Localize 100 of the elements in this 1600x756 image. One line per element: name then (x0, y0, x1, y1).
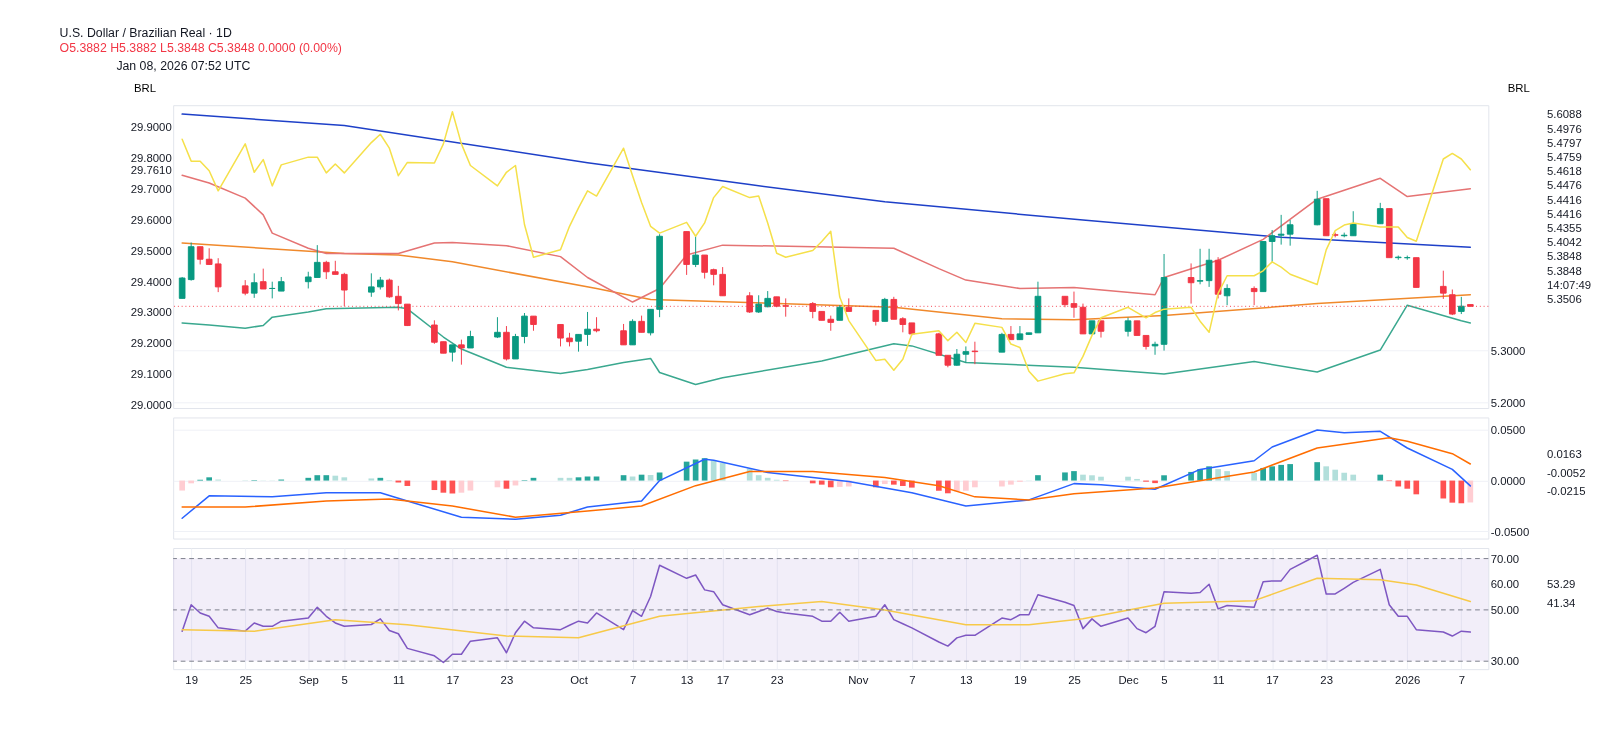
text: 5.3506 (1547, 292, 1582, 305)
candlestick (1286, 219, 1294, 247)
bar (1125, 476, 1131, 481)
x-tick-label: 23 (770, 673, 784, 686)
bar (818, 480, 825, 485)
candlestick (584, 311, 591, 347)
bar (1071, 471, 1077, 481)
x-tick-label: Dec (1118, 673, 1139, 686)
x-tick-label: 11 (392, 673, 405, 686)
y2-tick-label: 29.7610 (130, 164, 172, 177)
bar (377, 477, 384, 481)
y2-tick-label: 29.2000 (130, 337, 172, 350)
x-tick-label: Nov (848, 673, 869, 686)
bar (1413, 480, 1420, 495)
candlestick (962, 345, 970, 364)
text: 5.4797 (1547, 136, 1582, 149)
bar (1161, 475, 1167, 481)
candlestick (1016, 325, 1024, 341)
bar (1008, 480, 1014, 485)
y-tick-label: 60.00 (1490, 578, 1520, 591)
bar (755, 475, 762, 481)
candlestick (1223, 283, 1231, 306)
x-tick-label: 11 (1212, 673, 1225, 686)
x-tick-label: 17 (716, 673, 730, 686)
bar (1404, 480, 1411, 489)
candlestick (1277, 214, 1285, 246)
bar (530, 477, 537, 481)
x-tick-label: 5 (1161, 673, 1168, 686)
y2-tick-label: 29.5000 (130, 244, 172, 257)
candlestick (557, 324, 564, 347)
candlestick (512, 333, 519, 360)
text: 5.4476 (1547, 179, 1582, 192)
y2-tick-label: 29.1000 (130, 368, 172, 381)
y2-tick-label: 29.8000 (130, 152, 172, 165)
bar (1098, 476, 1104, 481)
x-tick-label: 5 (341, 673, 348, 686)
bar (1332, 469, 1339, 481)
bar (972, 480, 978, 488)
line-series (181, 242, 1472, 321)
x-tick-label: 7 (1458, 673, 1465, 686)
candlestick (259, 268, 267, 290)
y-tick-label: -0.0500 (1490, 525, 1530, 538)
bar (827, 480, 834, 488)
bar (881, 480, 888, 485)
y-axis-title: BRL (1507, 81, 1530, 94)
bar (954, 480, 960, 492)
text: 5.4618 (1547, 165, 1582, 178)
bar (1449, 480, 1456, 503)
candlestick (1376, 202, 1384, 225)
candlestick (998, 332, 1006, 353)
candlestick (1268, 229, 1276, 263)
bar (899, 480, 906, 486)
x-tick-label: 19 (1014, 673, 1027, 686)
y2-tick-label: 29.0000 (130, 399, 172, 412)
line-series (181, 174, 1472, 303)
bar (1089, 475, 1095, 481)
candlestick (431, 319, 438, 345)
text: 5.4976 (1547, 122, 1582, 135)
candlestick (1349, 210, 1357, 237)
line-series (181, 577, 1472, 639)
bar (332, 475, 339, 481)
bar (764, 477, 771, 481)
candlestick (250, 272, 258, 299)
y-tick-label: 30.00 (1490, 655, 1520, 668)
y-tick-label: 50.00 (1490, 604, 1520, 617)
x-tick-label: 25 (1068, 673, 1081, 686)
candlestick (719, 266, 726, 297)
text: -0.0052 (1547, 466, 1586, 479)
y-tick-label: 0.0000 (1490, 474, 1526, 487)
candlestick (313, 244, 321, 278)
candlestick (1187, 262, 1195, 305)
bar (963, 480, 969, 491)
bar (566, 477, 573, 481)
text: 53.29 (1547, 578, 1576, 591)
bar (1350, 474, 1357, 481)
y2-tick-label: 29.4000 (130, 275, 172, 288)
bar (1458, 480, 1465, 504)
text: -0.0215 (1547, 485, 1586, 498)
bar (1269, 466, 1275, 481)
candlestick (701, 254, 708, 280)
candlestick (340, 272, 348, 307)
bar (1035, 475, 1041, 481)
candlestick (971, 341, 979, 365)
chart-title: U.S. Dollar / Brazilian Real · 1D (59, 26, 232, 41)
candlestick (1196, 248, 1204, 285)
candlestick (1151, 341, 1159, 356)
x-tick-label: 13 (960, 673, 973, 686)
text: 0.0163 (1547, 447, 1582, 460)
x-tick-label: 2026 (1395, 673, 1421, 686)
candlestick (322, 260, 330, 280)
text: 14:07:49 (1547, 278, 1592, 291)
x-tick-label: 13 (680, 673, 694, 686)
candlestick (521, 312, 528, 344)
bar (314, 475, 321, 481)
line-series (181, 110, 1472, 382)
bar (1314, 462, 1321, 481)
bar (206, 477, 213, 481)
candlestick (1007, 325, 1015, 341)
line-series (181, 113, 1472, 248)
x-tick-label: 23 (500, 673, 514, 686)
